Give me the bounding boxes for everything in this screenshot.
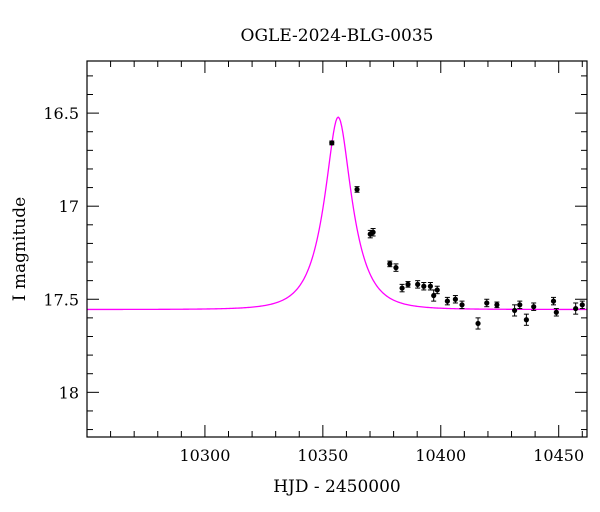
y-tick-label: 17.5 — [43, 290, 79, 309]
data-point — [531, 302, 537, 311]
point-marker — [444, 298, 450, 304]
x-tick-label: 10300 — [179, 446, 230, 465]
data-point — [459, 300, 465, 310]
point-marker — [523, 317, 529, 323]
y-tick-label: 16.5 — [43, 104, 79, 123]
y-axis-label: I magnitude — [10, 197, 30, 301]
data-point — [405, 281, 411, 288]
data-point — [421, 282, 427, 291]
data-point — [494, 301, 500, 309]
data-point — [370, 228, 376, 237]
point-marker — [329, 140, 335, 146]
point-marker — [415, 281, 421, 287]
data-point — [517, 300, 523, 310]
data-point — [329, 140, 335, 146]
point-marker — [431, 292, 437, 299]
point-marker — [434, 287, 440, 293]
x-tick-label: 10400 — [415, 446, 466, 465]
data-point — [434, 285, 440, 295]
point-marker — [494, 302, 500, 308]
chart-title: OGLE-2024-BLG-0035 — [241, 26, 434, 46]
data-point — [475, 317, 481, 330]
data-point — [553, 308, 559, 317]
data-point — [452, 295, 458, 304]
data-point — [511, 304, 518, 317]
point-marker — [452, 296, 458, 302]
axis-ticks-layer: 10300 10350 10400 10450 16.5 17 17.5 18 — [43, 61, 587, 465]
data-point — [427, 282, 433, 291]
data-point — [444, 296, 450, 306]
data-point — [550, 296, 557, 306]
point-marker — [393, 265, 399, 271]
point-marker — [579, 302, 585, 308]
point-marker — [484, 300, 490, 306]
point-marker — [531, 304, 537, 310]
model-curve — [87, 116, 587, 311]
data-point — [579, 300, 585, 310]
point-marker — [573, 305, 579, 312]
point-marker — [553, 309, 559, 315]
point-marker — [387, 261, 393, 267]
x-tick-label: 10350 — [297, 446, 348, 465]
point-marker — [354, 186, 360, 193]
point-marker — [399, 285, 405, 291]
data-point — [354, 186, 360, 193]
plot-frame — [86, 60, 588, 438]
data-point — [484, 298, 490, 308]
point-marker — [370, 229, 376, 235]
data-point — [573, 302, 579, 315]
point-marker — [475, 320, 481, 327]
data-point — [399, 283, 405, 293]
point-marker — [459, 302, 465, 308]
point-marker — [421, 283, 427, 289]
data-point — [523, 313, 529, 326]
x-axis-label: HJD - 2450000 — [273, 477, 401, 497]
point-marker — [405, 281, 411, 287]
point-marker — [550, 298, 557, 304]
data-point — [431, 289, 437, 302]
data-points-layer — [329, 140, 585, 330]
y-tick-label: 18 — [59, 383, 79, 402]
data-point — [415, 280, 421, 289]
model-curve-layer — [87, 116, 587, 311]
x-tick-label: 10450 — [533, 446, 584, 465]
y-tick-label: 17 — [59, 197, 79, 216]
point-marker — [517, 302, 523, 308]
point-marker — [427, 283, 433, 289]
point-marker — [511, 307, 518, 314]
data-point — [393, 263, 399, 272]
data-point — [387, 260, 393, 268]
